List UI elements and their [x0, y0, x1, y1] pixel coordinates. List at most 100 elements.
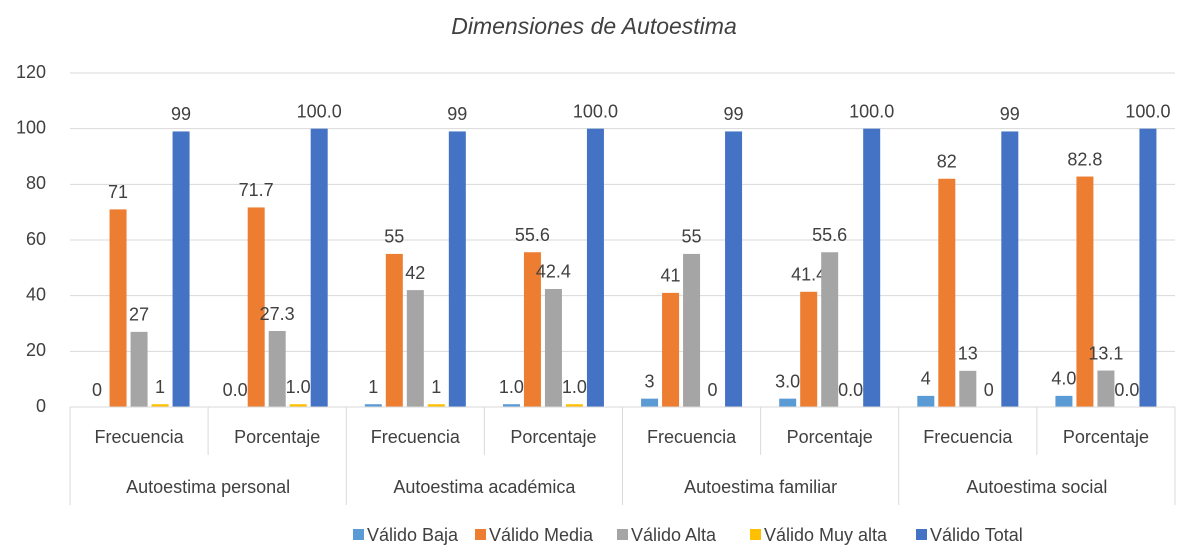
legend-label: Válido Baja — [367, 525, 459, 545]
bar — [289, 404, 307, 407]
data-label: 71.7 — [239, 180, 274, 200]
x-tick-label: Porcentaje — [787, 427, 873, 447]
data-label: 42 — [405, 263, 425, 283]
bar — [938, 178, 956, 407]
bar — [448, 131, 466, 407]
y-tick-label: 0 — [36, 396, 46, 416]
data-label: 41 — [661, 266, 681, 286]
data-label: 100.0 — [1125, 101, 1170, 121]
bar — [565, 404, 583, 407]
data-label: 4 — [921, 369, 931, 389]
data-label: 0 — [708, 380, 718, 400]
bar — [959, 370, 977, 407]
y-tick-label: 40 — [26, 284, 46, 304]
group-label: Autoestima académica — [393, 477, 576, 497]
data-label: 1.0 — [562, 377, 587, 397]
data-label: 1.0 — [499, 377, 524, 397]
group-label: Autoestima social — [966, 477, 1107, 497]
bar — [1001, 131, 1019, 407]
bar — [725, 131, 743, 407]
x-tick-label: Frecuencia — [647, 427, 737, 447]
bar — [1139, 128, 1157, 407]
data-label: 27 — [129, 305, 149, 325]
x-tick-label: Frecuencia — [95, 427, 185, 447]
bar — [917, 395, 935, 407]
data-label: 13 — [958, 344, 978, 364]
legend-swatch — [750, 529, 761, 540]
y-tick-label: 20 — [26, 340, 46, 360]
legend-label: Válido Muy alta — [764, 525, 888, 545]
data-label: 1.0 — [286, 377, 311, 397]
data-label: 99 — [171, 104, 191, 124]
bar — [172, 131, 190, 407]
bar — [800, 291, 818, 407]
data-label: 1 — [431, 377, 441, 397]
data-label: 82 — [937, 152, 957, 172]
data-label: 0.0 — [1114, 380, 1139, 400]
y-tick-label: 60 — [26, 229, 46, 249]
data-label: 55 — [682, 227, 702, 247]
legend-label: Válido Total — [930, 525, 1023, 545]
bar — [406, 290, 424, 407]
bar — [364, 404, 382, 407]
data-label: 55.6 — [812, 225, 847, 245]
bar — [863, 128, 881, 407]
data-label: 41.4 — [791, 265, 826, 285]
bar — [641, 398, 659, 407]
bar — [502, 404, 520, 407]
data-label: 13.1 — [1088, 343, 1123, 363]
data-label: 42.4 — [536, 262, 571, 282]
chart-title: Dimensiones de Autoestima — [451, 13, 737, 39]
bar — [427, 404, 445, 407]
x-tick-label: Porcentaje — [510, 427, 596, 447]
legend-swatch — [617, 529, 628, 540]
data-label: 100.0 — [849, 101, 894, 121]
data-label: 100.0 — [573, 101, 618, 121]
y-tick-label: 80 — [26, 173, 46, 193]
data-label: 1 — [368, 377, 378, 397]
data-label: 99 — [447, 104, 467, 124]
bar — [586, 128, 604, 407]
bar — [544, 288, 562, 407]
bar — [779, 398, 797, 407]
group-label: Autoestima familiar — [684, 477, 837, 497]
bar — [683, 253, 701, 407]
x-tick-label: Frecuencia — [371, 427, 461, 447]
legend-swatch — [475, 529, 486, 540]
data-label: 27.3 — [260, 304, 295, 324]
data-label: 99 — [724, 104, 744, 124]
bar — [151, 404, 169, 407]
data-label: 3.0 — [775, 371, 800, 391]
bar — [523, 252, 541, 407]
data-label: 55.6 — [515, 225, 550, 245]
data-label: 0.0 — [838, 380, 863, 400]
data-label: 1 — [155, 377, 165, 397]
data-label: 4.0 — [1051, 369, 1076, 389]
bar — [310, 128, 328, 407]
bar — [1055, 395, 1073, 407]
bar — [821, 252, 839, 407]
legend-label: Válido Alta — [631, 525, 717, 545]
data-label: 0 — [92, 380, 102, 400]
y-tick-label: 100 — [16, 117, 46, 137]
x-tick-label: Porcentaje — [234, 427, 320, 447]
bar — [662, 292, 680, 407]
x-tick-label: Frecuencia — [923, 427, 1013, 447]
x-tick-label: Porcentaje — [1063, 427, 1149, 447]
data-label: 3 — [645, 371, 655, 391]
bar — [1076, 176, 1094, 407]
data-label: 55 — [384, 227, 404, 247]
legend-swatch — [353, 529, 364, 540]
data-label: 100.0 — [297, 101, 342, 121]
data-label: 71 — [108, 182, 128, 202]
bar — [1097, 370, 1115, 407]
data-label: 0.0 — [223, 380, 248, 400]
data-label: 0 — [984, 380, 994, 400]
data-label: 82.8 — [1067, 149, 1102, 169]
bar — [130, 331, 148, 407]
data-label: 99 — [1000, 104, 1020, 124]
y-tick-label: 120 — [16, 62, 46, 82]
bar — [268, 331, 286, 407]
bar — [247, 207, 265, 407]
